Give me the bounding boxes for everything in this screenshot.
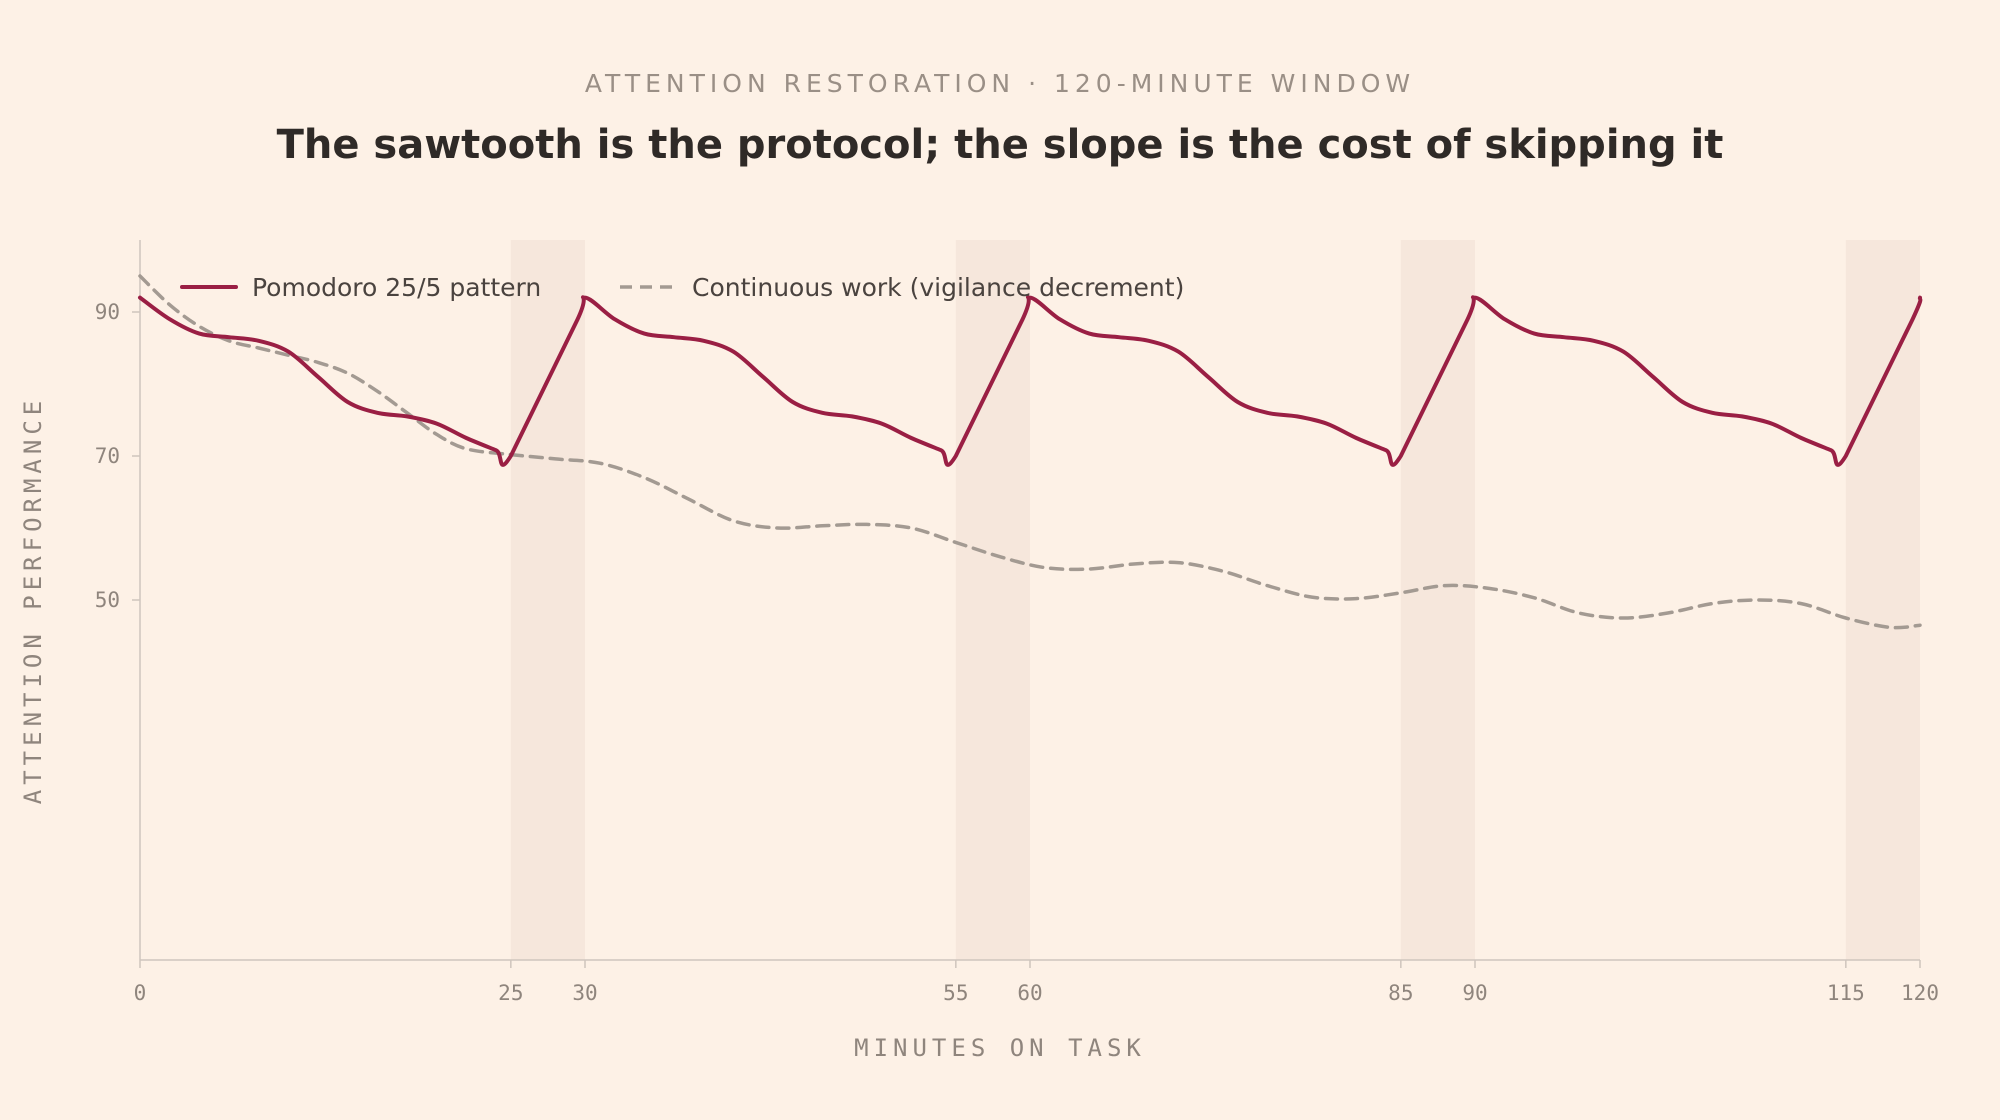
x-tick-label-25: 25 (498, 981, 523, 1005)
x-tick-label-60: 60 (1017, 981, 1042, 1005)
y-tick-label-70: 70 (95, 444, 120, 468)
legend: Pomodoro 25/5 pattern Continuous work (v… (180, 273, 1184, 302)
series-line-pomodoro (138, 295, 1923, 467)
x-tick-label-115: 115 (1827, 981, 1865, 1005)
chart-subtitle: ATTENTION RESTORATION · 120-MINUTE WINDO… (585, 69, 1415, 98)
break-bands (510, 240, 1920, 960)
legend-label-pomodoro: Pomodoro 25/5 pattern (252, 273, 541, 302)
y-tick-label-50: 50 (95, 588, 120, 612)
y-axis-label: ATTENTION PERFORMANCE (19, 396, 47, 804)
break-band-115-120 (1845, 240, 1920, 960)
series-line-continuous (138, 274, 1922, 630)
x-ticks: 0 25 30 55 60 85 90 115 120 (134, 960, 1939, 1005)
x-tick-label-55: 55 (943, 981, 968, 1005)
x-tick-label-85: 85 (1388, 981, 1413, 1005)
legend-label-continuous: Continuous work (vigilance decrement) (692, 273, 1184, 302)
x-tick-label-90: 90 (1462, 981, 1487, 1005)
break-band-85-90 (1400, 240, 1475, 960)
x-tick-label-30: 30 (572, 981, 597, 1005)
chart-title: The sawtooth is the protocol; the slope … (277, 122, 1724, 168)
y-tick-label-90: 90 (95, 300, 120, 324)
x-axis-label: MINUTES ON TASK (854, 1034, 1146, 1062)
x-tick-label-0: 0 (134, 981, 147, 1005)
y-ticks: 50 70 90 (95, 300, 140, 612)
series-lines (138, 274, 1923, 630)
break-band-55-60 (955, 240, 1030, 960)
x-tick-label-120: 120 (1901, 981, 1939, 1005)
break-band-25-30 (510, 240, 585, 960)
